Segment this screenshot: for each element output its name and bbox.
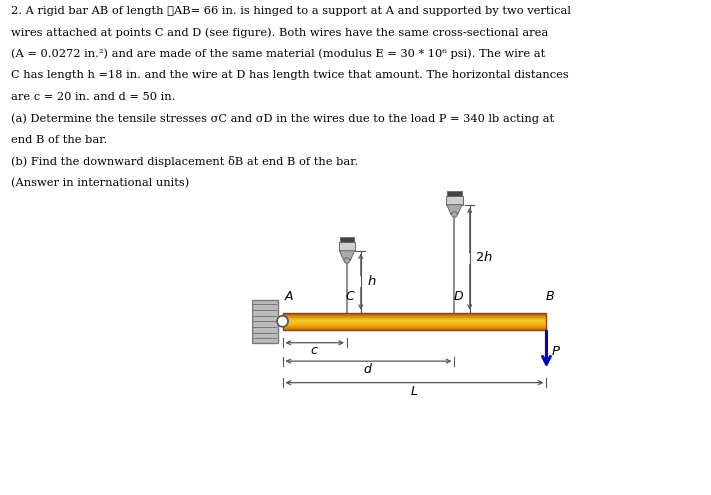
Circle shape bbox=[344, 258, 350, 263]
Text: $C$: $C$ bbox=[346, 290, 356, 303]
Bar bbox=[282, 329, 547, 330]
Bar bbox=[282, 325, 547, 326]
Bar bbox=[252, 300, 278, 343]
Bar bbox=[282, 317, 547, 318]
Bar bbox=[282, 323, 547, 324]
Circle shape bbox=[451, 212, 457, 217]
Bar bbox=[282, 313, 547, 314]
Bar bbox=[282, 315, 547, 316]
Text: $D$: $D$ bbox=[453, 290, 464, 303]
Text: 2. A rigid bar AB of length ℓAB= 66 in. is hinged to a support at A and supporte: 2. A rigid bar AB of length ℓAB= 66 in. … bbox=[11, 6, 570, 16]
Polygon shape bbox=[447, 204, 462, 214]
Bar bbox=[282, 328, 547, 329]
Text: $A$: $A$ bbox=[284, 290, 294, 303]
Bar bbox=[340, 237, 354, 242]
Text: end B of the bar.: end B of the bar. bbox=[11, 135, 107, 145]
Bar bbox=[282, 328, 547, 329]
Bar bbox=[282, 323, 547, 324]
Bar bbox=[282, 324, 547, 325]
Bar bbox=[282, 317, 547, 318]
Bar bbox=[282, 320, 547, 321]
Bar bbox=[447, 191, 461, 196]
Text: $L$: $L$ bbox=[410, 385, 419, 398]
Bar bbox=[282, 313, 547, 314]
Bar bbox=[282, 322, 547, 323]
Bar bbox=[282, 312, 547, 313]
Bar bbox=[282, 322, 547, 323]
Bar bbox=[282, 320, 547, 321]
Text: C has length h =18 in. and the wire at D has length twice that amount. The horiz: C has length h =18 in. and the wire at D… bbox=[11, 70, 568, 80]
Text: (a) Determine the tensile stresses σC and σD in the wires due to the load P = 34: (a) Determine the tensile stresses σC an… bbox=[11, 113, 554, 124]
Bar bbox=[282, 318, 547, 319]
Bar bbox=[282, 319, 547, 320]
Text: $2h$: $2h$ bbox=[475, 250, 493, 264]
Bar bbox=[282, 325, 547, 326]
Bar bbox=[282, 316, 547, 317]
Text: $h$: $h$ bbox=[367, 274, 376, 289]
Text: $d$: $d$ bbox=[363, 362, 373, 376]
Bar bbox=[282, 313, 547, 330]
Bar bbox=[282, 327, 547, 328]
Text: (A = 0.0272 in.²) and are made of the same material (modulus E = 30 * 10⁶ psi). : (A = 0.0272 in.²) and are made of the sa… bbox=[11, 49, 545, 59]
Bar bbox=[282, 327, 547, 328]
Bar bbox=[282, 326, 547, 327]
Bar bbox=[282, 313, 547, 314]
Text: are c = 20 in. and d = 50 in.: are c = 20 in. and d = 50 in. bbox=[11, 92, 175, 102]
Bar bbox=[282, 329, 547, 330]
Circle shape bbox=[277, 316, 288, 327]
Bar bbox=[282, 319, 547, 320]
Text: (b) Find the downward displacement δB at end B of the bar.: (b) Find the downward displacement δB at… bbox=[11, 156, 358, 167]
Bar bbox=[282, 325, 547, 326]
Bar bbox=[282, 323, 547, 324]
Bar bbox=[282, 316, 547, 317]
Bar bbox=[282, 322, 547, 323]
Text: (Answer in international units): (Answer in international units) bbox=[11, 178, 189, 188]
Bar bbox=[282, 316, 547, 317]
Bar bbox=[282, 324, 547, 325]
Polygon shape bbox=[339, 250, 355, 260]
Bar bbox=[282, 321, 547, 322]
Bar bbox=[282, 318, 547, 319]
Bar bbox=[282, 314, 547, 315]
Text: wires attached at points C and D (see figure). Both wires have the same cross-se: wires attached at points C and D (see fi… bbox=[11, 27, 548, 38]
Text: $B$: $B$ bbox=[545, 290, 555, 303]
Bar bbox=[338, 242, 356, 250]
Bar bbox=[282, 321, 547, 322]
Bar bbox=[446, 196, 463, 204]
Bar bbox=[282, 326, 547, 327]
Bar bbox=[282, 319, 547, 320]
Text: $c$: $c$ bbox=[311, 344, 319, 357]
Bar bbox=[282, 326, 547, 327]
Bar bbox=[282, 315, 547, 316]
Bar bbox=[282, 314, 547, 315]
Text: $P$: $P$ bbox=[551, 346, 561, 358]
